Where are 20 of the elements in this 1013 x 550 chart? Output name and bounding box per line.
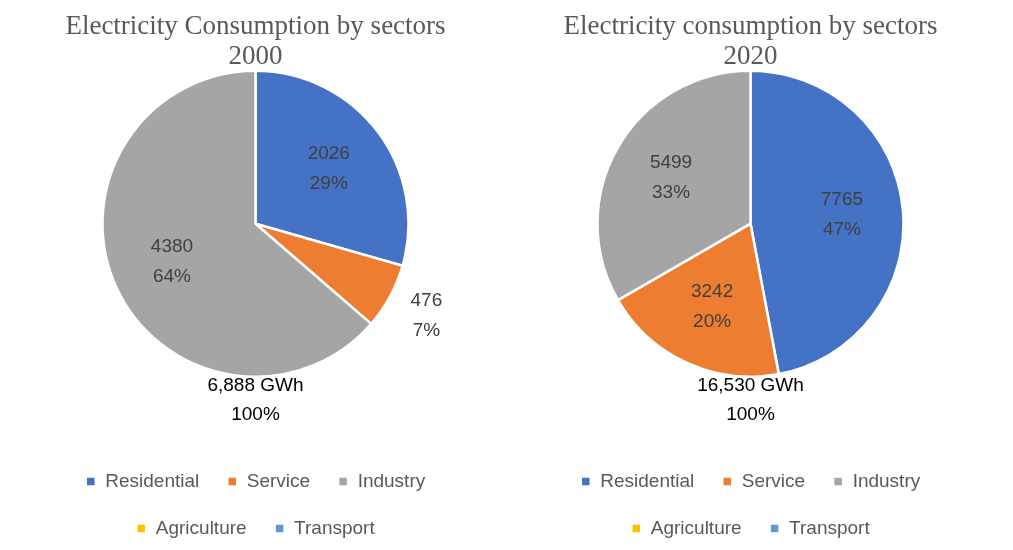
data-label: 4380 64% [150, 235, 194, 287]
legend-label: Residential [105, 469, 200, 491]
data-label: 5499 33% [649, 150, 693, 202]
chart-title: Electricity Consumption by sectors 2000 [65, 9, 446, 70]
data-label: 2026 29% [307, 141, 350, 193]
text: 16,530 GWh 100% [697, 374, 804, 425]
data-label: 476 7% [410, 289, 443, 341]
legend-label: Service [246, 469, 311, 491]
legend-label: Industry [357, 469, 426, 491]
legend-label: Transport [789, 516, 871, 538]
legend-label: Residential [600, 469, 695, 491]
legend-label: Agriculture [155, 516, 247, 538]
legend-label: Transport [294, 516, 376, 538]
text: 6,888 GWh 100% [207, 374, 304, 425]
legend-label: Agriculture [650, 516, 742, 538]
data-label: 7765 47% [820, 188, 864, 240]
data-label: 3242 20% [690, 280, 734, 332]
legend-label: Industry [852, 469, 921, 491]
chart-title: Electricity consumption by sectors 2020 [563, 9, 938, 70]
legend-label: Service [741, 469, 806, 491]
